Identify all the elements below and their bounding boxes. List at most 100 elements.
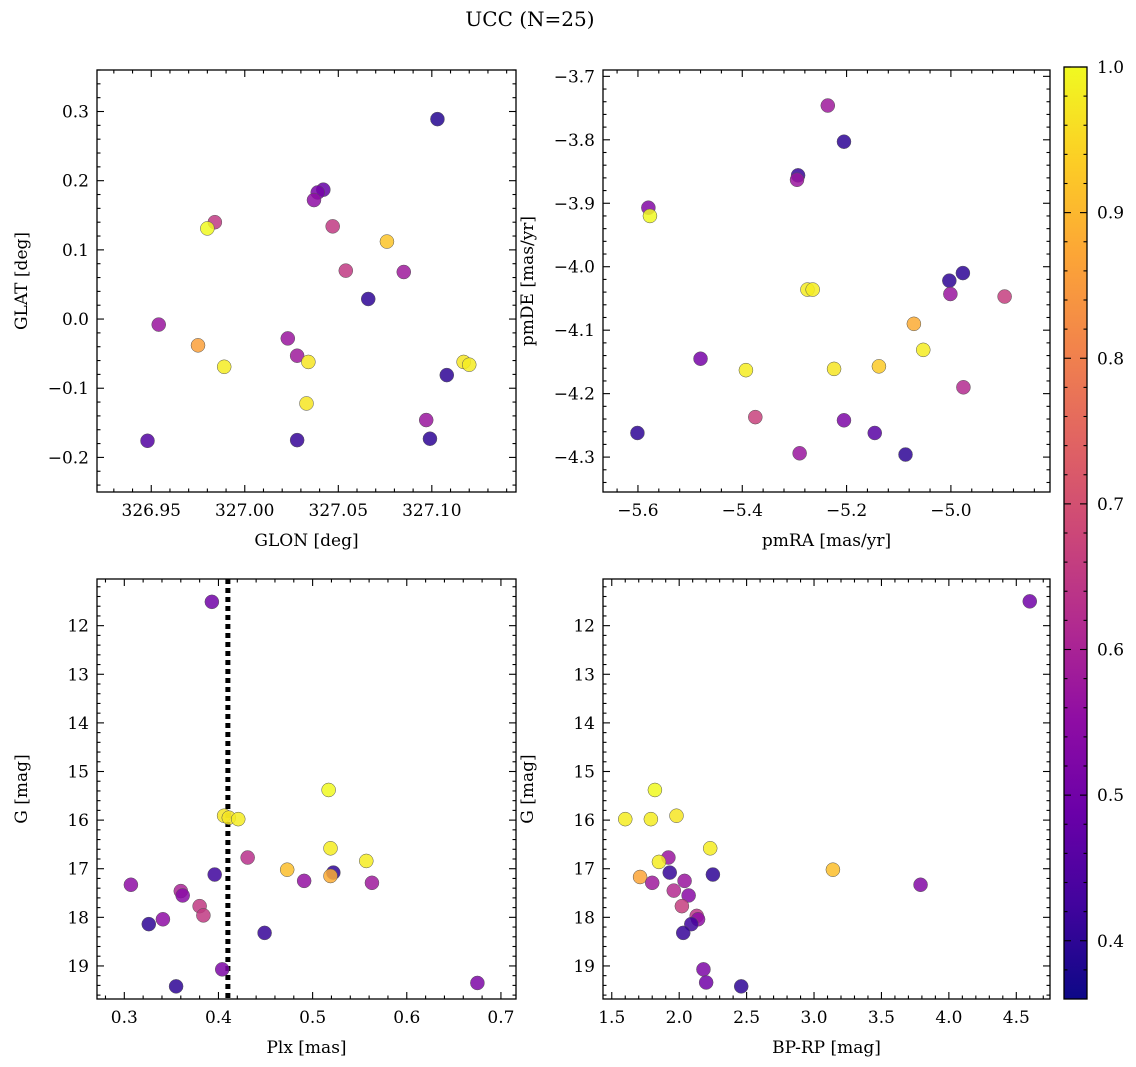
scatter-point <box>792 446 807 461</box>
y-tick-label: −3.7 <box>554 67 595 87</box>
scatter-point <box>200 221 215 236</box>
y-axis-label: G [mag] <box>12 754 32 823</box>
y-tick-label: 18 <box>67 908 89 928</box>
scatter-point <box>151 317 166 332</box>
scatter-point <box>360 291 376 307</box>
scatter-point <box>325 219 340 234</box>
scatter-point <box>913 877 928 893</box>
scatter-point <box>644 875 660 891</box>
scatter-point <box>674 898 690 914</box>
colorbar: 0.4 0.5 0.6 0.7 0.8 0.9 1.0 <box>1063 58 1124 1000</box>
x-tick-label: −5.2 <box>826 501 867 521</box>
scatter-point <box>470 975 485 991</box>
scatter-point <box>323 841 338 856</box>
scatter-point <box>867 425 882 441</box>
x-tick-label: 326.95 <box>122 501 181 521</box>
scatter-point <box>439 367 455 383</box>
y-tick-label: 17 <box>573 860 595 880</box>
x-tick-label: 0.4 <box>205 1008 232 1028</box>
scatter-point <box>836 134 852 149</box>
scatter-point <box>216 359 232 375</box>
y-tick-label: −0.2 <box>48 448 89 468</box>
scatter-point <box>257 925 272 941</box>
axes-frame <box>96 578 517 1000</box>
scatter-point <box>956 380 971 395</box>
y-axis-label: GLAT [deg] <box>12 232 32 330</box>
scatter-point <box>379 234 395 249</box>
y-tick-label: 0.1 <box>62 241 89 261</box>
scatter-point <box>321 782 336 798</box>
y-tick-label: 14 <box>573 714 595 734</box>
scatter-point <box>168 979 184 994</box>
y-tick-label: −3.8 <box>554 131 595 151</box>
scatter-point <box>422 431 438 446</box>
colorbar-tick-label: 0.8 <box>1097 349 1124 369</box>
panel-bprp-g: 1.5 2.0 2.5 3.0 3.5 4.0 4.5 12 13 14 15 16 17 18 19 BP-… <box>518 578 1051 1058</box>
scatter-point <box>643 811 659 827</box>
scatter-point <box>396 264 412 280</box>
scatter-point <box>696 962 711 977</box>
x-tick-label: 4.5 <box>1003 1008 1030 1028</box>
scatter-point <box>359 853 374 869</box>
y-tick-label: −4.1 <box>554 321 595 341</box>
y-axis-label: pmDE [mas/yr] <box>518 216 538 346</box>
y-tick-label: 13 <box>573 665 595 685</box>
y-tick-label: 0.3 <box>62 103 89 123</box>
y-tick-label: −0.1 <box>48 379 89 399</box>
x-tick-label: 4.0 <box>935 1008 962 1028</box>
scatter-point <box>906 316 922 332</box>
colorbar-tick-label: 0.7 <box>1097 495 1124 515</box>
scatter-point <box>155 912 171 927</box>
colorbar-tick-label: 0.4 <box>1097 932 1124 952</box>
y-tick-label: 13 <box>67 665 89 685</box>
figure-title: UCC (N=25) <box>465 7 594 31</box>
scatter-point <box>738 362 754 378</box>
scatter-point <box>826 361 842 377</box>
scatter-point <box>825 862 841 877</box>
scatter-point <box>296 873 312 889</box>
scatter-point <box>997 289 1012 304</box>
y-tick-label: −4.2 <box>554 385 595 405</box>
x-tick-label: 2.0 <box>666 1008 693 1028</box>
y-tick-label: 0.2 <box>62 172 89 192</box>
scatter-point <box>942 273 957 288</box>
colorbar-tick-label: 1.0 <box>1097 58 1124 78</box>
scatter-point <box>430 111 445 127</box>
y-tick-label: −4.3 <box>554 448 595 468</box>
x-tick-label: 327.00 <box>215 501 274 521</box>
scatter-point <box>140 433 155 449</box>
scatter-point <box>418 412 434 428</box>
scatter-point <box>943 286 958 302</box>
colorbar-tick-label: 0.9 <box>1097 204 1124 224</box>
scatter-point <box>836 413 852 428</box>
x-tick-label: 3.5 <box>868 1008 895 1028</box>
scatter-point <box>675 925 691 941</box>
x-tick-label: −5.4 <box>722 501 763 521</box>
scatter-point <box>955 265 971 281</box>
scatter-point <box>289 348 305 363</box>
y-tick-label: 0.0 <box>62 310 89 330</box>
x-tick-label: 2.5 <box>733 1008 760 1028</box>
y-tick-label: 15 <box>573 763 595 783</box>
x-tick-label: −5.0 <box>930 501 971 521</box>
scatter-point <box>693 351 708 366</box>
scatter-point <box>702 841 718 856</box>
scatter-point <box>196 908 211 923</box>
scatter-point <box>662 865 677 880</box>
scatter-point <box>705 867 721 882</box>
scatter-point <box>805 282 820 297</box>
y-tick-label: 12 <box>67 617 89 637</box>
panel-pmra-pmde: −5.6 −5.4 −5.2 −5.0 −4.3 −4.2 −4.1 −4.0 −3.9 −3.8… <box>518 67 1051 551</box>
x-tick-label: 0.3 <box>111 1008 138 1028</box>
y-tick-label: 12 <box>573 617 595 637</box>
scatter-point <box>323 868 338 884</box>
scatter-point <box>141 916 157 932</box>
x-tick-label: −5.6 <box>617 501 658 521</box>
scatter-point <box>190 338 206 353</box>
scatter-point <box>279 862 295 877</box>
y-tick-label: 16 <box>573 811 595 831</box>
scatter-point <box>681 888 696 903</box>
y-tick-label: 16 <box>67 811 89 831</box>
x-axis-label: Plx [mas] <box>266 1038 346 1058</box>
